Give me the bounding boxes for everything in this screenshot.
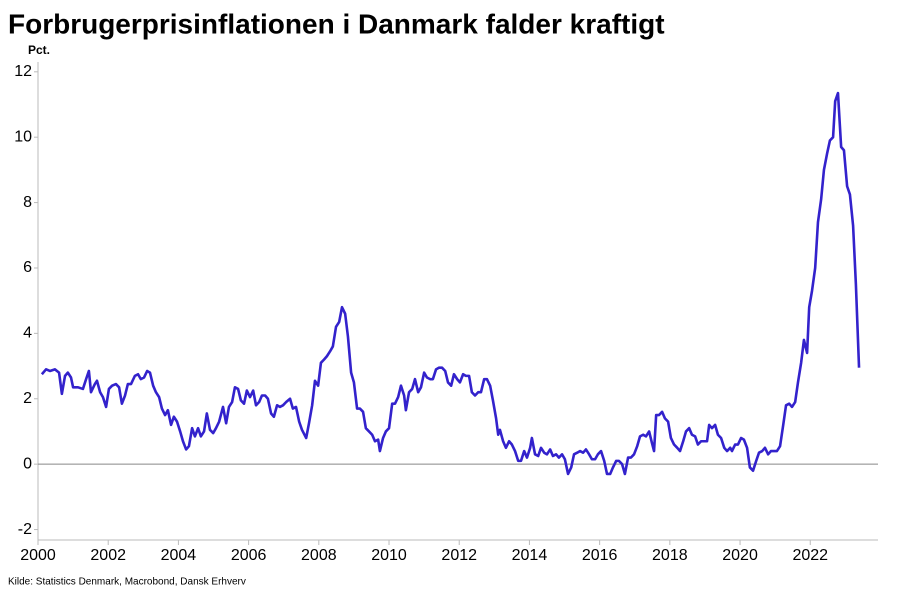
x-tick-label: 2000	[20, 547, 56, 564]
y-tick-label: 4	[23, 325, 32, 342]
x-tick-label: 2004	[161, 547, 197, 564]
x-tick-label: 2006	[231, 547, 267, 564]
y-tick-label: 12	[14, 63, 32, 80]
y-tick-label: 10	[14, 128, 32, 145]
x-tick-label: 2016	[582, 547, 618, 564]
x-tick-label: 2022	[792, 547, 828, 564]
y-tick-label: 2	[23, 390, 32, 407]
y-tick-label: 6	[23, 259, 32, 276]
y-tick-label: 8	[23, 194, 32, 211]
x-tick-label: 2014	[512, 547, 548, 564]
y-axis-unit: Pct.	[28, 43, 50, 57]
x-tick-label: 2010	[371, 547, 407, 564]
y-tick-label: -2	[18, 521, 32, 538]
x-tick-label: 2012	[441, 547, 477, 564]
x-tick-label: 2002	[90, 547, 126, 564]
x-tick-label: 2008	[301, 547, 337, 564]
data-line	[40, 91, 861, 476]
chart-title: Forbrugerprisinflationen i Danmark falde…	[8, 8, 665, 39]
x-tick-label: 2018	[652, 547, 688, 564]
y-tick-label: 0	[23, 455, 32, 472]
source-note: Kilde: Statistics Denmark, Macrobond, Da…	[8, 577, 246, 588]
x-tick-label: 2020	[722, 547, 758, 564]
